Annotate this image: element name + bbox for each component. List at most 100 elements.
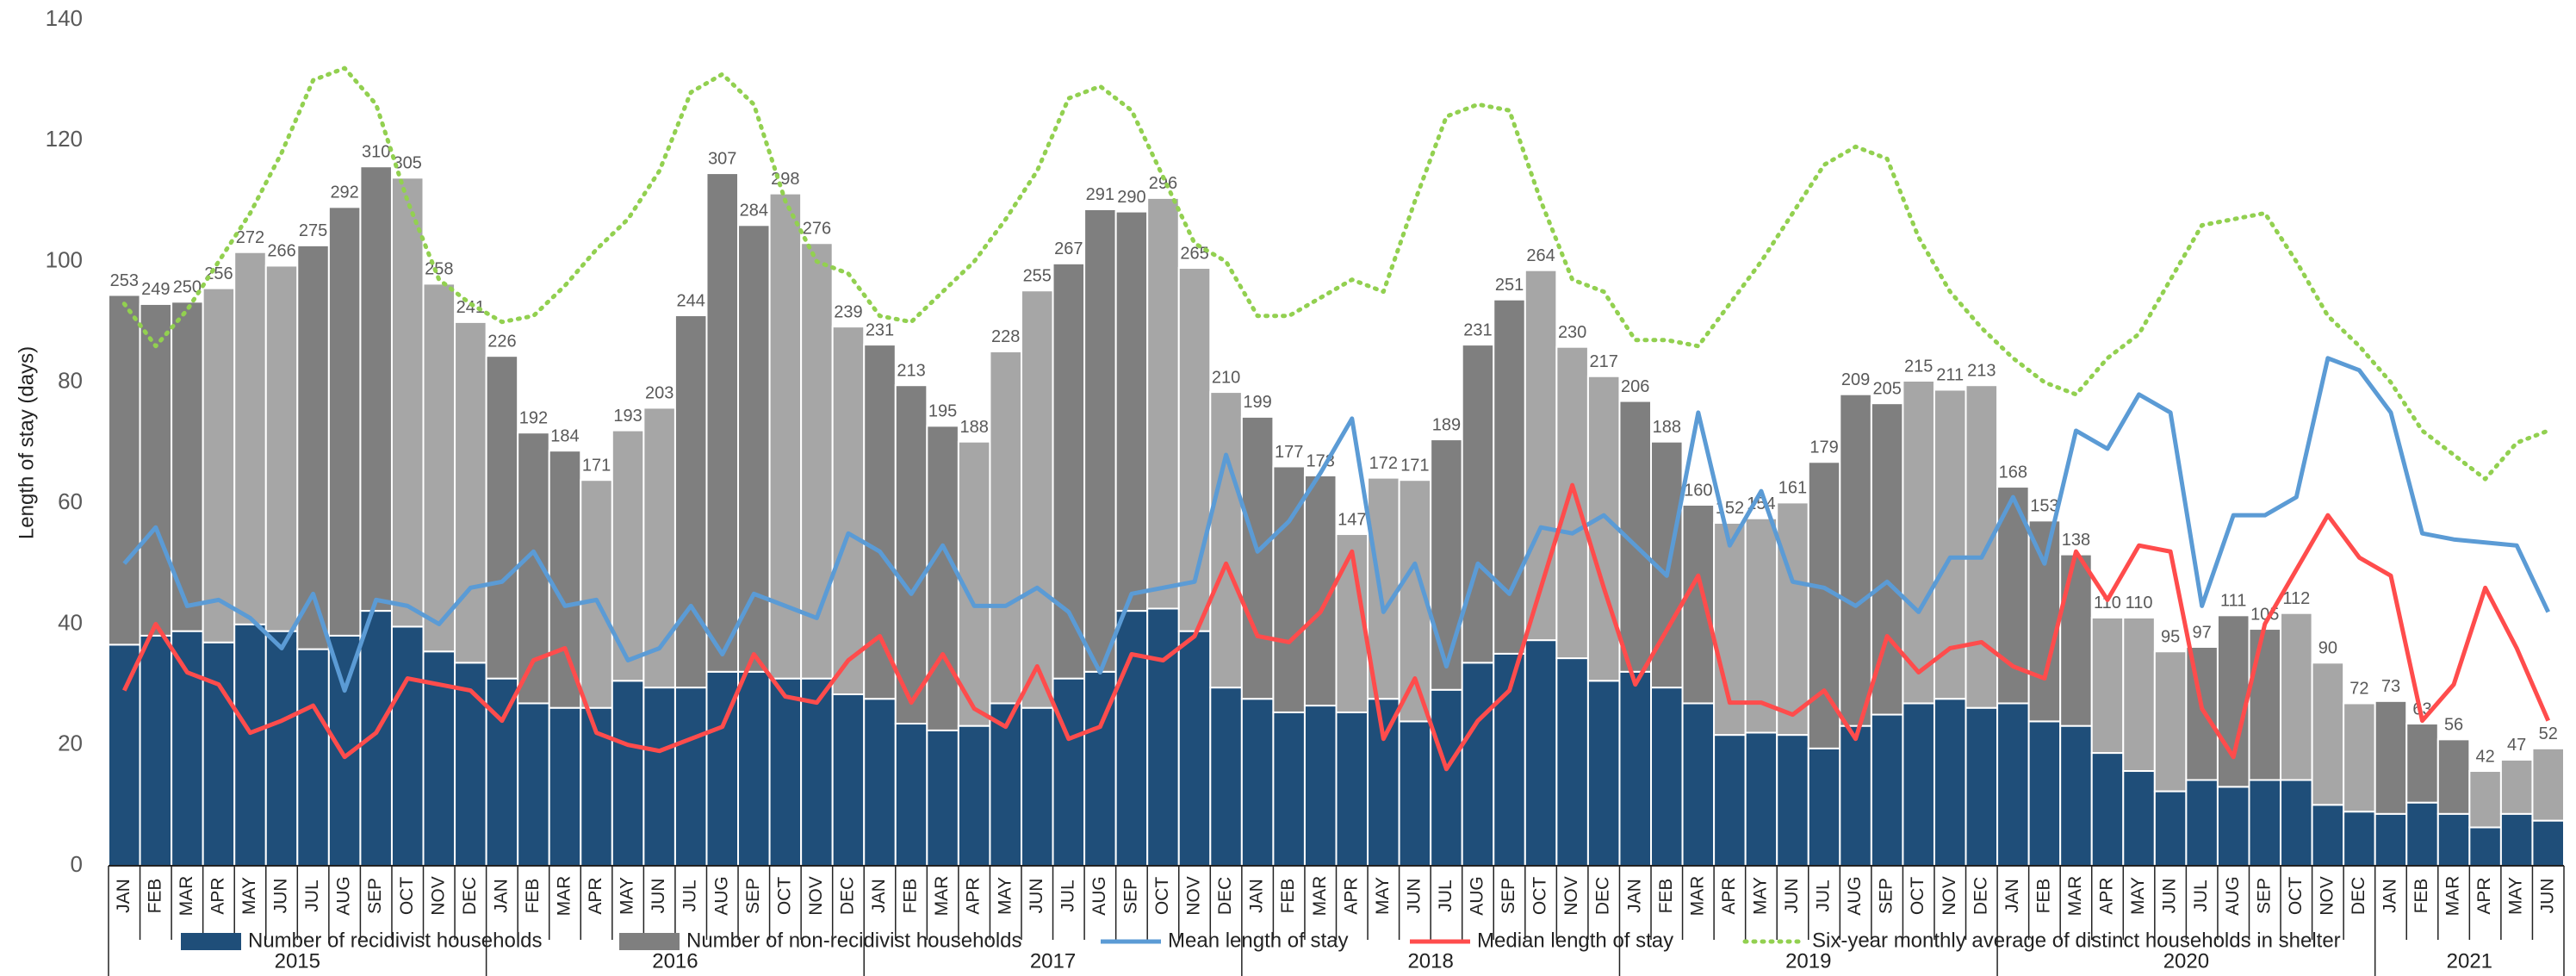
legend-label: Median length of stay: [1477, 929, 1673, 952]
total-label: 253: [110, 271, 139, 290]
bar-segment: [1965, 384, 1999, 709]
x-tick-label: FEB: [1656, 879, 1676, 914]
bar-segment: [2468, 770, 2502, 829]
x-tick-label: NOV: [1184, 876, 1204, 916]
bar-segment: [926, 425, 959, 731]
bar-segment: [264, 264, 299, 632]
x-tick-label: SEP: [1120, 878, 1140, 914]
bar-segment: [359, 610, 393, 867]
series-line: [122, 356, 2550, 693]
bar-segment: [2059, 724, 2093, 867]
x-tick-label: AUG: [334, 876, 354, 916]
bar-segment: [422, 283, 456, 653]
x-tick-label: FEB: [901, 879, 921, 914]
x-tick-label: FEB: [2033, 879, 2053, 914]
x-tick-label: AUG: [1089, 876, 1109, 916]
bar-segment: [1618, 670, 1653, 867]
x-tick-label: JUL: [2191, 880, 2211, 911]
total-label: 160: [1684, 481, 1712, 500]
bar-segment: [1839, 393, 1872, 727]
bar-segment: [1461, 662, 1495, 867]
bar-segment: [1555, 345, 1589, 660]
total-label: 72: [2349, 680, 2368, 699]
total-label: 171: [1400, 456, 1429, 475]
x-tick-label: JUN: [1782, 879, 1802, 914]
total-label: 226: [487, 332, 516, 351]
x-tick-label: APR: [964, 877, 984, 914]
x-tick-label: APR: [1341, 877, 1361, 914]
total-label: 179: [1809, 438, 1838, 457]
bar-segment: [1524, 639, 1558, 867]
bar-segment: [2405, 801, 2439, 867]
x-tick-label: MAY: [2506, 877, 2526, 915]
bar-segment: [296, 648, 330, 867]
x-tick-label: MAY: [2128, 877, 2148, 915]
bar-segment: [108, 643, 141, 867]
total-label: 199: [1243, 393, 1271, 412]
bar-segment: [1807, 747, 1841, 867]
bar-segment: [1335, 711, 1369, 867]
bar-segment: [642, 407, 676, 689]
bar-segment: [894, 723, 928, 867]
total-label: 90: [2318, 639, 2337, 658]
total-label: 298: [771, 170, 799, 189]
bar-segment: [1586, 680, 1621, 867]
total-label: 111: [2220, 592, 2246, 611]
bar-segment: [485, 677, 519, 867]
total-label: 239: [834, 302, 862, 321]
bar-segment: [1524, 269, 1558, 642]
total-label: 231: [1463, 320, 1492, 339]
total-label: 241: [456, 298, 485, 317]
x-tick-label: JUN: [2160, 879, 2180, 914]
total-label: 189: [1432, 415, 1461, 434]
bar-segment: [2248, 779, 2282, 867]
bar-segment: [1177, 630, 1212, 867]
bar-segment: [1902, 702, 1935, 867]
bar-segment: [737, 224, 771, 673]
bar-segment: [737, 670, 771, 867]
total-label: 249: [141, 280, 170, 299]
bar-segment: [2185, 645, 2219, 781]
year-label: 2019: [1785, 949, 1831, 973]
bar-segment: [2185, 779, 2219, 867]
x-tick-label: JUL: [1814, 880, 1834, 911]
y-tick-label: 0: [71, 851, 83, 877]
bar-segment: [926, 729, 959, 867]
bar-segment: [673, 314, 708, 689]
x-tick-label: FEB: [523, 879, 543, 914]
bar-segment: [139, 302, 173, 637]
x-tick-label: DEC: [460, 877, 480, 915]
x-tick-label: MAR: [1687, 876, 1707, 917]
total-label: 210: [1212, 368, 1240, 387]
y-axis-title: Length of stay (days): [15, 346, 38, 539]
x-tick-label: JAN: [869, 879, 889, 913]
y-tick-label: 40: [58, 609, 83, 635]
bar-segment: [390, 625, 425, 867]
y-tick-label: 140: [46, 5, 83, 31]
legend-label: Number of recidivist households: [248, 929, 543, 952]
bar-segment: [2280, 612, 2313, 781]
bar-segment: [1776, 734, 1809, 867]
x-tick-label: JAN: [2380, 879, 2400, 913]
x-tick-label: SEP: [1499, 878, 1518, 914]
bar-segment: [642, 687, 676, 867]
x-tick-label: MAY: [995, 877, 1015, 915]
x-tick-label: APR: [208, 877, 227, 914]
x-tick-label: JAN: [1624, 879, 1644, 913]
year-label: 2017: [1030, 949, 1076, 973]
x-tick-label: AUG: [1845, 876, 1865, 916]
bar-segment: [2374, 812, 2408, 867]
bar-segment: [1493, 298, 1526, 655]
y-tick-label: 60: [58, 488, 83, 514]
total-label: 188: [1653, 418, 1681, 437]
x-tick-label: JAN: [2002, 879, 2022, 913]
bar-segment: [957, 724, 991, 867]
x-tick-label: AUG: [711, 876, 731, 916]
bar-segment: [485, 355, 519, 680]
bar-segment: [1870, 402, 1904, 716]
bar-segment: [1870, 713, 1904, 867]
year-label: 2020: [2163, 949, 2209, 973]
x-tick-label: DEC: [1593, 877, 1613, 915]
year-label: 2021: [2447, 949, 2492, 973]
bar-segment: [1965, 706, 1999, 867]
